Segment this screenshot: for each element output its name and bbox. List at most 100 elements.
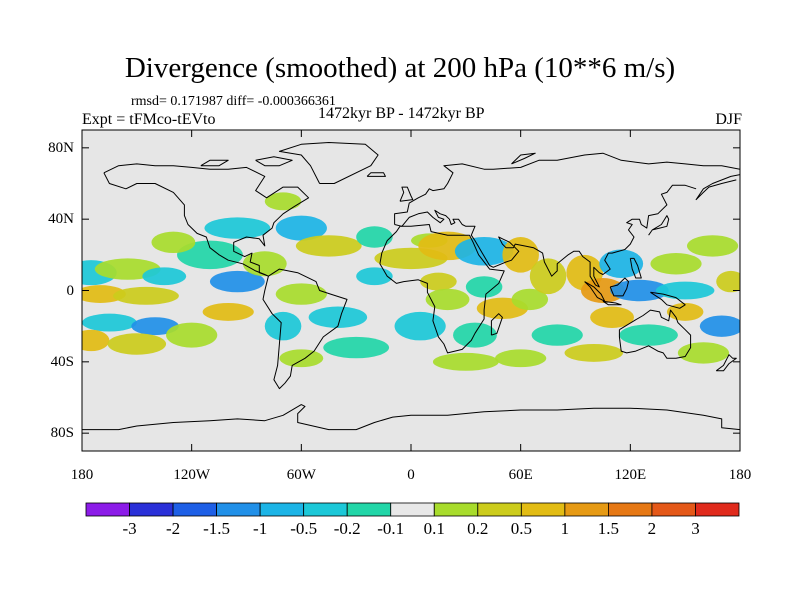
field-blob [655,281,715,300]
field-blob [308,306,368,328]
coastline [648,215,670,236]
field-blob [420,272,457,291]
field-blob [619,324,678,346]
field-blob [142,267,187,286]
colorbar-label: -0.1 [377,519,405,538]
colorbar-box [129,502,174,517]
coastline [262,268,348,390]
field-blob [716,270,740,293]
colorbar-label: 0.1 [423,519,445,538]
field-blob [202,302,254,321]
colorbar-label: 1 [560,519,570,538]
field-blob [113,286,179,305]
colorbar-label: -1.5 [203,519,231,538]
field-blob [295,235,362,257]
lat-label: 40S [50,353,74,370]
coastline [394,152,740,225]
field-blob [465,276,503,298]
lat-label: 80S [50,425,74,442]
colorbar-box [651,502,696,517]
coastline [629,257,642,279]
colorbar-label: -0.2 [333,519,361,538]
coastlines [82,142,740,431]
colorbar-box [608,502,653,517]
field-blob [432,352,499,371]
field-blob [495,349,547,368]
field-blob [323,336,390,359]
field-blob [264,311,302,341]
coastline [366,172,386,177]
season-label: DJF [715,111,742,128]
field-blob [564,344,624,362]
field-blob [425,288,470,311]
colorbar-box [433,502,479,517]
colorbar-label: -2 [165,519,181,538]
period-text: 1472kyr BP - 1472kyr BP [318,105,485,122]
field-blob [502,237,539,273]
field-blob [209,270,265,293]
lon-label: 180 [728,467,752,483]
field-blob [275,283,327,305]
coastline [278,142,379,184]
field-blob [610,279,669,302]
colorbar-box [303,502,348,517]
colorbar-label: 3 [691,519,700,538]
lat-label: 0 [66,282,75,299]
field-blob [599,249,644,279]
colorbar-label: -1 [253,519,268,538]
field-blob [166,322,218,348]
field-blob [454,237,514,266]
field-blob [356,226,393,248]
experiment-text: Expt = tFMco-tEVto [82,111,216,128]
coastline [715,354,737,372]
colorbar-label: 0.2 [467,519,489,538]
colorbar-box [695,502,740,517]
coastline [399,186,414,202]
lon-label: 60E [508,467,533,483]
lat-label: 80N [48,139,74,156]
lon-label: 60W [286,467,316,483]
field-blob [356,267,393,286]
field-blob [580,278,625,303]
field-blob [275,215,327,241]
field-blob [511,288,549,311]
field-blob [279,349,324,368]
colorbar-label: -3 [122,519,137,538]
field-blob [650,253,702,275]
colorbar-box [85,502,130,517]
coastline [82,404,740,431]
field-blob [529,258,567,295]
field-blob [151,231,196,254]
colorbar-box [216,502,261,517]
field-blob [531,324,583,346]
coastline [650,291,686,309]
colorbar-label: -0.5 [290,519,318,538]
coastline [200,159,229,167]
colorbar-box [477,502,522,517]
field-blob [686,235,739,257]
field-blob [177,240,243,270]
coastline [602,300,622,306]
colorbar-label: 1.5 [597,519,620,538]
field-blob [242,251,287,277]
field-blob [453,322,497,348]
coastline [379,224,505,354]
colorbar-box [564,502,609,517]
colorbar-box [390,502,435,517]
coastline [511,152,536,165]
coastline [255,156,293,167]
coastline [490,313,503,336]
colorbar-box [346,502,392,517]
colorbar-box [172,502,217,517]
stats-text: rmsd= 0.171987 diff= -0.000366361 [131,94,336,109]
lon-label: 180 [70,467,94,483]
coastline [609,277,629,297]
field-blob [131,317,179,336]
field-blob [677,342,730,364]
field-blob [699,315,740,337]
colorbar-box [520,502,566,517]
field-blob [107,333,167,355]
coastline [618,309,692,359]
coastline [394,184,697,288]
